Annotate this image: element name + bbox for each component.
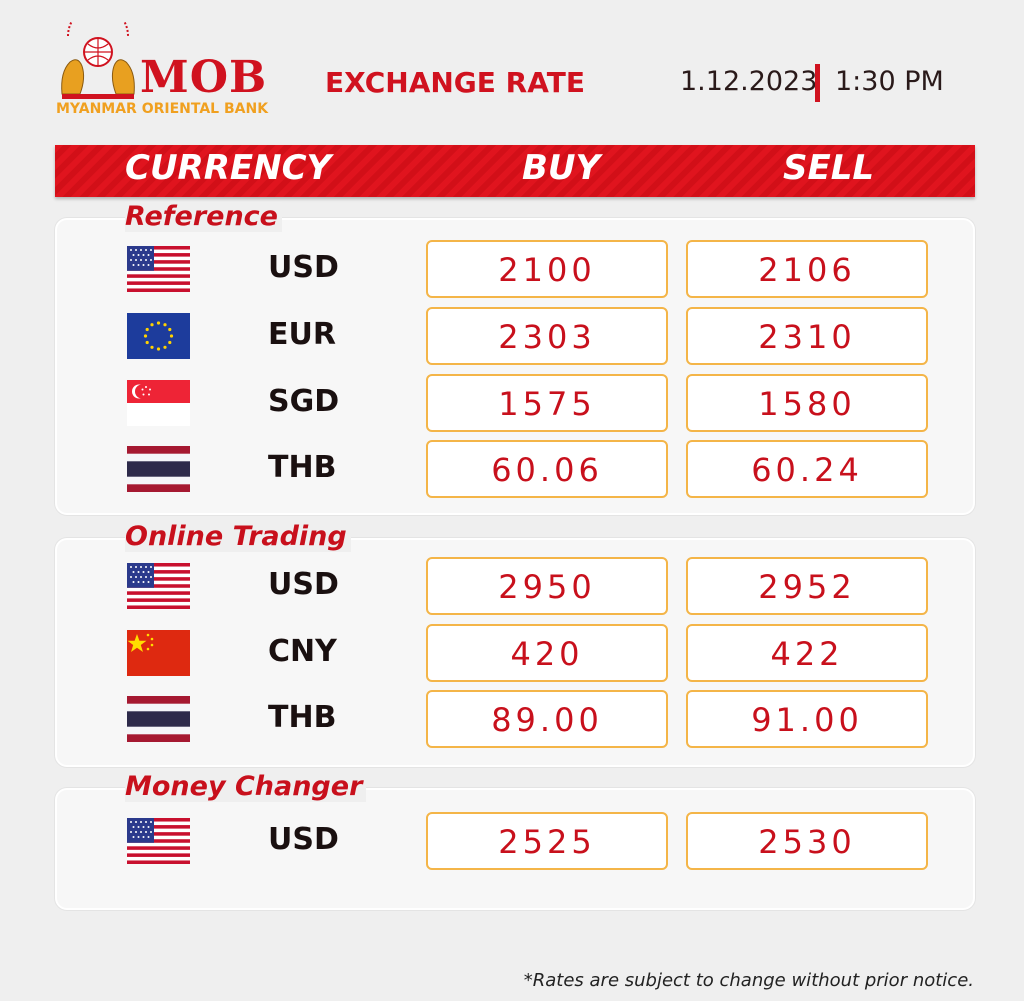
sell-rate: 60.24	[686, 440, 928, 498]
flag	[127, 380, 190, 426]
rate-row: EUR 2303 2310	[0, 303, 1024, 369]
flag	[127, 818, 190, 864]
currency: USD	[268, 250, 339, 285]
logo	[61, 22, 135, 99]
buy-rate: 2100	[426, 240, 668, 298]
date: 1.12.2023	[680, 66, 818, 97]
header-banner	[55, 145, 975, 197]
flag	[127, 630, 190, 676]
currency: USD	[268, 567, 339, 602]
section-title: Online Trading	[125, 522, 351, 552]
column-header: SELL	[783, 148, 875, 188]
currency: CNY	[268, 634, 337, 669]
column-header: BUY	[522, 148, 601, 188]
section-title: Reference	[125, 202, 282, 232]
sell-rate: 2952	[686, 557, 928, 615]
buy-rate: 2525	[426, 812, 668, 870]
rate-row: SGD 1575 1580	[0, 370, 1024, 436]
sell-rate: 422	[686, 624, 928, 682]
bank-full-name: MYANMAR ORIENTAL BANK	[56, 101, 269, 117]
sell-rate: 2310	[686, 307, 928, 365]
currency: THB	[268, 700, 337, 735]
rate-row: CNY 420 422	[0, 620, 1024, 686]
divider	[815, 64, 820, 102]
currency: EUR	[268, 317, 336, 352]
flag	[127, 246, 190, 292]
buy-rate: 89.00	[426, 690, 668, 748]
rate-row: USD 2100 2106	[0, 236, 1024, 302]
section-title: Money Changer	[125, 772, 367, 802]
sell-rate: 2106	[686, 240, 928, 298]
bank-name: MOB	[140, 52, 268, 103]
rate-row: THB 60.06 60.24	[0, 436, 1024, 502]
rate-row: USD 2525 2530	[0, 808, 1024, 874]
flag	[127, 563, 190, 609]
buy-rate: 420	[426, 624, 668, 682]
buy-rate: 1575	[426, 374, 668, 432]
currency: USD	[268, 822, 339, 857]
buy-rate: 2303	[426, 307, 668, 365]
sell-rate: 2530	[686, 812, 928, 870]
title: EXCHANGE RATE	[325, 66, 585, 99]
time: 1:30 PM	[835, 66, 944, 97]
rate-row: THB 89.00 91.00	[0, 686, 1024, 752]
currency: THB	[268, 450, 337, 485]
sell-rate: 91.00	[686, 690, 928, 748]
buy-rate: 2950	[426, 557, 668, 615]
buy-rate: 60.06	[426, 440, 668, 498]
currency: SGD	[268, 384, 340, 419]
rate-row: USD 2950 2952	[0, 553, 1024, 619]
footnote: *Rates are subject to change without pri…	[523, 970, 974, 991]
flag	[127, 696, 190, 742]
column-header: CURRENCY	[125, 148, 332, 188]
flag	[127, 446, 190, 492]
sell-rate: 1580	[686, 374, 928, 432]
flag	[127, 313, 190, 359]
